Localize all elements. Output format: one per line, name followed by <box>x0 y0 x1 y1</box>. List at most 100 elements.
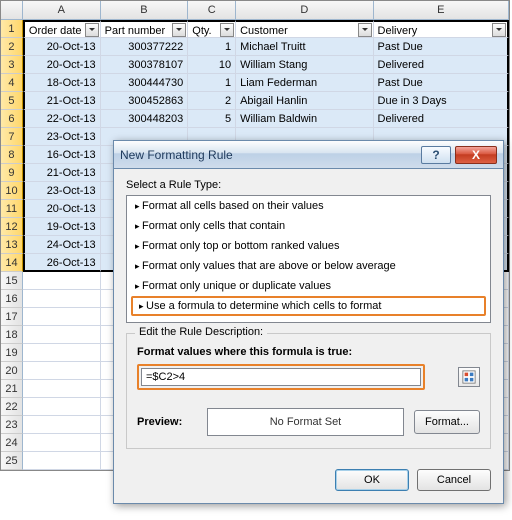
cell-E5[interactable]: Due in 3 Days <box>374 92 509 110</box>
cell-E2[interactable]: Past Due <box>374 38 509 56</box>
cell-E3[interactable]: Delivered <box>374 56 509 74</box>
filter-dropdown-A[interactable] <box>85 23 99 37</box>
cell-C5[interactable]: 2 <box>188 92 236 110</box>
cell-E6[interactable]: Delivered <box>374 110 509 128</box>
row-header-12[interactable]: 12 <box>1 218 23 236</box>
cell-A14[interactable]: 26-Oct-13 <box>23 254 101 272</box>
row-header-25[interactable]: 25 <box>1 452 23 470</box>
rule-type-item-4[interactable]: Format only unique or duplicate values <box>127 276 490 296</box>
cell-C1[interactable]: Qty. <box>188 20 236 38</box>
cell-A22[interactable] <box>23 398 101 416</box>
filter-dropdown-D[interactable] <box>358 23 372 37</box>
row-header-14[interactable]: 14 <box>1 254 23 272</box>
row-header-13[interactable]: 13 <box>1 236 23 254</box>
filter-dropdown-B[interactable] <box>172 23 186 37</box>
cell-D5[interactable]: Abigail Hanlin <box>236 92 373 110</box>
cell-E4[interactable]: Past Due <box>374 74 509 92</box>
row-header-3[interactable]: 3 <box>1 56 23 74</box>
format-button[interactable]: Format... <box>414 410 480 434</box>
formula-input[interactable] <box>141 368 421 386</box>
cell-C3[interactable]: 10 <box>188 56 236 74</box>
row-header-16[interactable]: 16 <box>1 290 23 308</box>
cell-A9[interactable]: 21-Oct-13 <box>23 164 101 182</box>
filter-dropdown-E[interactable] <box>492 23 506 37</box>
cell-E1[interactable]: Delivery <box>374 20 509 38</box>
cell-D6[interactable]: William Baldwin <box>236 110 373 128</box>
column-header-C[interactable]: C <box>188 1 236 19</box>
cell-B4[interactable]: 300444730 <box>101 74 189 92</box>
cell-A20[interactable] <box>23 362 101 380</box>
cell-A13[interactable]: 24-Oct-13 <box>23 236 101 254</box>
cell-B6[interactable]: 300448203 <box>101 110 189 128</box>
cell-A10[interactable]: 23-Oct-13 <box>23 182 101 200</box>
cell-A25[interactable] <box>23 452 101 470</box>
cell-A17[interactable] <box>23 308 101 326</box>
cell-A21[interactable] <box>23 380 101 398</box>
cancel-button[interactable]: Cancel <box>417 469 491 491</box>
cell-A16[interactable] <box>23 290 101 308</box>
cell-C4[interactable]: 1 <box>188 74 236 92</box>
cell-A18[interactable] <box>23 326 101 344</box>
cell-A15[interactable] <box>23 272 101 290</box>
cell-A12[interactable]: 19-Oct-13 <box>23 218 101 236</box>
row-header-9[interactable]: 9 <box>1 164 23 182</box>
help-button[interactable]: ? <box>421 146 451 164</box>
cell-A3[interactable]: 20-Oct-13 <box>23 56 101 74</box>
rule-type-item-3[interactable]: Format only values that are above or bel… <box>127 256 490 276</box>
ok-button[interactable]: OK <box>335 469 409 491</box>
cell-D4[interactable]: Liam Federman <box>236 74 373 92</box>
close-button[interactable]: X <box>455 146 497 164</box>
row-header-2[interactable]: 2 <box>1 38 23 56</box>
cell-A2[interactable]: 20-Oct-13 <box>23 38 101 56</box>
filter-dropdown-C[interactable] <box>220 23 234 37</box>
column-header-D[interactable]: D <box>236 1 373 19</box>
rule-type-item-2[interactable]: Format only top or bottom ranked values <box>127 236 490 256</box>
cell-A11[interactable]: 20-Oct-13 <box>23 200 101 218</box>
rule-type-list[interactable]: Format all cells based on their valuesFo… <box>126 195 491 323</box>
cell-A4[interactable]: 18-Oct-13 <box>23 74 101 92</box>
row-header-11[interactable]: 11 <box>1 200 23 218</box>
cell-D3[interactable]: William Stang <box>236 56 373 74</box>
cell-B1[interactable]: Part number <box>101 20 189 38</box>
row-header-22[interactable]: 22 <box>1 398 23 416</box>
row-header-6[interactable]: 6 <box>1 110 23 128</box>
row-header-24[interactable]: 24 <box>1 434 23 452</box>
cell-B2[interactable]: 300377222 <box>101 38 189 56</box>
cell-A24[interactable] <box>23 434 101 452</box>
row-header-19[interactable]: 19 <box>1 344 23 362</box>
row-header-5[interactable]: 5 <box>1 92 23 110</box>
row-header-10[interactable]: 10 <box>1 182 23 200</box>
row-header-17[interactable]: 17 <box>1 308 23 326</box>
cell-A8[interactable]: 16-Oct-13 <box>23 146 101 164</box>
column-header-A[interactable]: A <box>23 1 101 19</box>
column-header-E[interactable]: E <box>374 1 509 19</box>
cell-A1[interactable]: Order date <box>23 20 101 38</box>
row-header-7[interactable]: 7 <box>1 128 23 146</box>
row-header-15[interactable]: 15 <box>1 272 23 290</box>
cell-A6[interactable]: 22-Oct-13 <box>23 110 101 128</box>
row-header-23[interactable]: 23 <box>1 416 23 434</box>
cell-C6[interactable]: 5 <box>188 110 236 128</box>
range-selector-button[interactable] <box>458 367 480 387</box>
dialog-titlebar[interactable]: New Formatting Rule ? X <box>114 141 503 169</box>
cell-B3[interactable]: 300378107 <box>101 56 189 74</box>
column-header-B[interactable]: B <box>101 1 189 19</box>
row-header-20[interactable]: 20 <box>1 362 23 380</box>
cell-D2[interactable]: Michael Truitt <box>236 38 373 56</box>
cell-C2[interactable]: 1 <box>188 38 236 56</box>
cell-A7[interactable]: 23-Oct-13 <box>23 128 101 146</box>
cell-A19[interactable] <box>23 344 101 362</box>
rule-type-item-0[interactable]: Format all cells based on their values <box>127 196 490 216</box>
row-header-8[interactable]: 8 <box>1 146 23 164</box>
cell-B5[interactable]: 300452863 <box>101 92 189 110</box>
row-header-4[interactable]: 4 <box>1 74 23 92</box>
row-header-1[interactable]: 1 <box>1 20 23 38</box>
rule-type-item-5[interactable]: Use a formula to determine which cells t… <box>131 296 486 316</box>
cell-D1[interactable]: Customer <box>236 20 373 38</box>
cell-A23[interactable] <box>23 416 101 434</box>
select-all-corner[interactable] <box>1 1 23 19</box>
cell-A5[interactable]: 21-Oct-13 <box>23 92 101 110</box>
rule-type-item-1[interactable]: Format only cells that contain <box>127 216 490 236</box>
row-header-18[interactable]: 18 <box>1 326 23 344</box>
row-header-21[interactable]: 21 <box>1 380 23 398</box>
